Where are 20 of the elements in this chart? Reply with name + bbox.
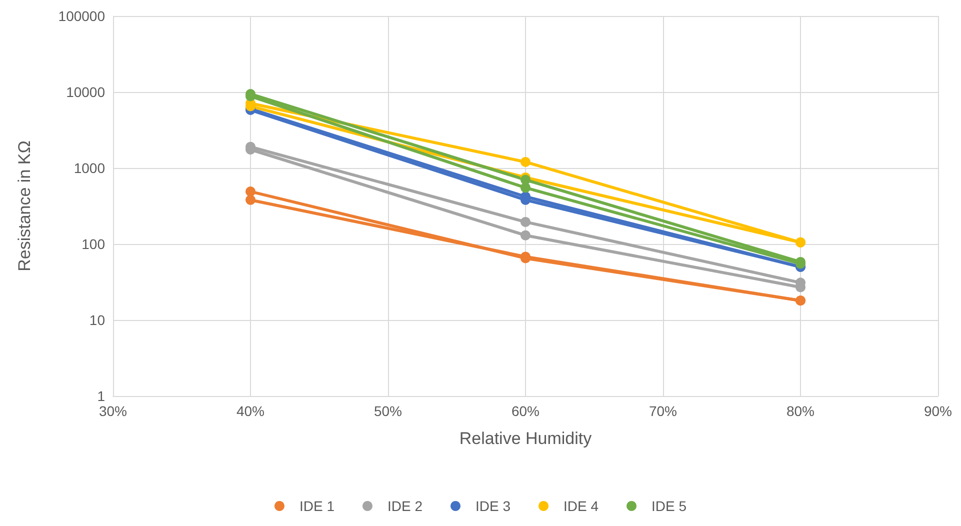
y-tick-label: 10 (89, 312, 106, 328)
x-tick-label: 30% (98, 403, 128, 419)
legend-label: IDE 3 (475, 498, 511, 514)
x-tick-label: 80% (786, 403, 815, 419)
x-tick-label: 60% (511, 403, 540, 419)
legend-label: IDE 4 (564, 498, 599, 514)
y-tick-label: 100 (82, 236, 106, 252)
y-tick-label: 1000 (74, 160, 106, 176)
x-tick-label: 40% (236, 403, 265, 419)
legend-label: IDE 5 (652, 498, 687, 514)
x-axis-title: Relative Humidity (459, 429, 592, 448)
legend-label: IDE 2 (387, 498, 423, 514)
x-tick-label: 70% (648, 403, 678, 419)
legend-label: IDE 1 (299, 498, 335, 514)
y-axis-title: Resistance in KΩ (15, 140, 34, 272)
x-tick-label: 50% (374, 403, 402, 419)
y-tick-label: 10000 (66, 84, 106, 100)
y-tick-label: 100000 (58, 8, 106, 24)
x-tick-label: 90% (924, 403, 952, 419)
y-tick-label: 1 (97, 388, 106, 404)
